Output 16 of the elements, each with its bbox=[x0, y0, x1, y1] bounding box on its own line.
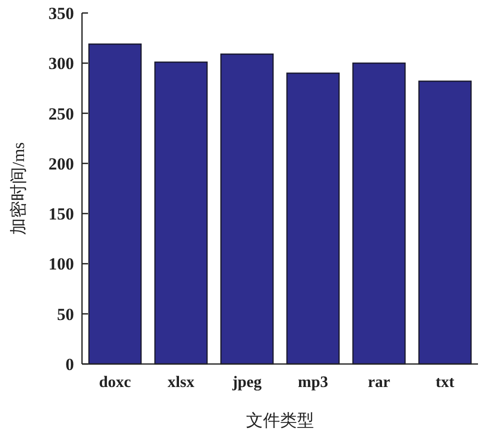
y-tick-label: 250 bbox=[48, 104, 74, 124]
x-tick-label: rar bbox=[368, 374, 390, 391]
y-axis-title: 加密时间/ms bbox=[9, 142, 28, 235]
x-tick-label: jpeg bbox=[231, 374, 262, 391]
x-tick-label: txt bbox=[436, 374, 455, 391]
y-tick-label: 150 bbox=[48, 204, 74, 224]
x-tick-label: xlsx bbox=[168, 374, 194, 391]
y-tick-label: 0 bbox=[66, 355, 74, 374]
y-tick-label: 100 bbox=[48, 254, 74, 274]
x-tick-label: mp3 bbox=[298, 374, 328, 391]
y-tick-label: 300 bbox=[48, 54, 74, 74]
x-tick-label: doxc bbox=[99, 374, 131, 391]
y-tick-label: 350 bbox=[48, 4, 74, 23]
y-tick-label: 200 bbox=[48, 154, 74, 174]
y-tick-label: 50 bbox=[57, 304, 74, 324]
x-axis-title: 文件类型 bbox=[246, 411, 314, 430]
